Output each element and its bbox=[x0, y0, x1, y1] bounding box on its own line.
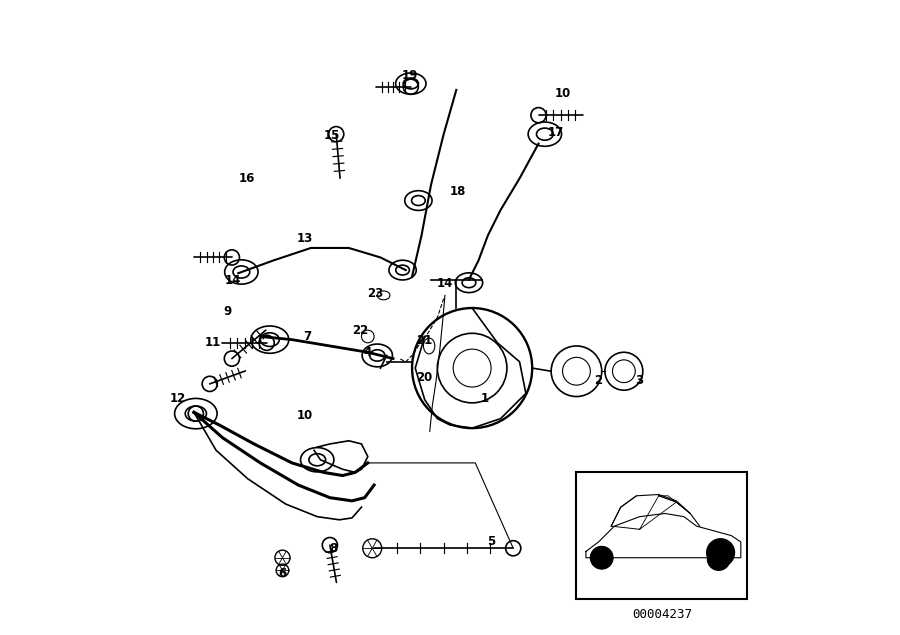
Text: 20: 20 bbox=[417, 371, 433, 384]
Text: 21: 21 bbox=[417, 335, 433, 347]
Text: 8: 8 bbox=[328, 542, 338, 555]
Text: 7: 7 bbox=[303, 330, 311, 343]
Text: 14: 14 bbox=[436, 277, 453, 290]
Text: 19: 19 bbox=[402, 69, 418, 83]
Polygon shape bbox=[586, 514, 741, 558]
Text: 16: 16 bbox=[238, 172, 255, 185]
Text: 11: 11 bbox=[205, 337, 221, 349]
Text: 2: 2 bbox=[595, 374, 603, 387]
Text: 3: 3 bbox=[635, 374, 644, 387]
Text: 12: 12 bbox=[170, 392, 186, 405]
Text: 22: 22 bbox=[352, 324, 368, 337]
Text: 6: 6 bbox=[278, 567, 286, 580]
FancyBboxPatch shape bbox=[576, 472, 747, 599]
Circle shape bbox=[590, 546, 613, 569]
Text: 00004237: 00004237 bbox=[632, 608, 692, 621]
Text: 1: 1 bbox=[481, 392, 489, 405]
Text: 10: 10 bbox=[554, 86, 571, 100]
Text: 10: 10 bbox=[296, 409, 312, 422]
Circle shape bbox=[707, 547, 730, 570]
Text: 14: 14 bbox=[225, 274, 241, 287]
Text: 4: 4 bbox=[364, 346, 372, 359]
Text: 15: 15 bbox=[324, 129, 340, 142]
Circle shape bbox=[706, 538, 734, 566]
Text: 9: 9 bbox=[223, 305, 231, 318]
Text: 5: 5 bbox=[487, 535, 495, 549]
Text: 13: 13 bbox=[296, 232, 312, 245]
Text: 17: 17 bbox=[547, 126, 563, 140]
Text: 18: 18 bbox=[449, 185, 466, 197]
Text: 23: 23 bbox=[367, 287, 383, 300]
